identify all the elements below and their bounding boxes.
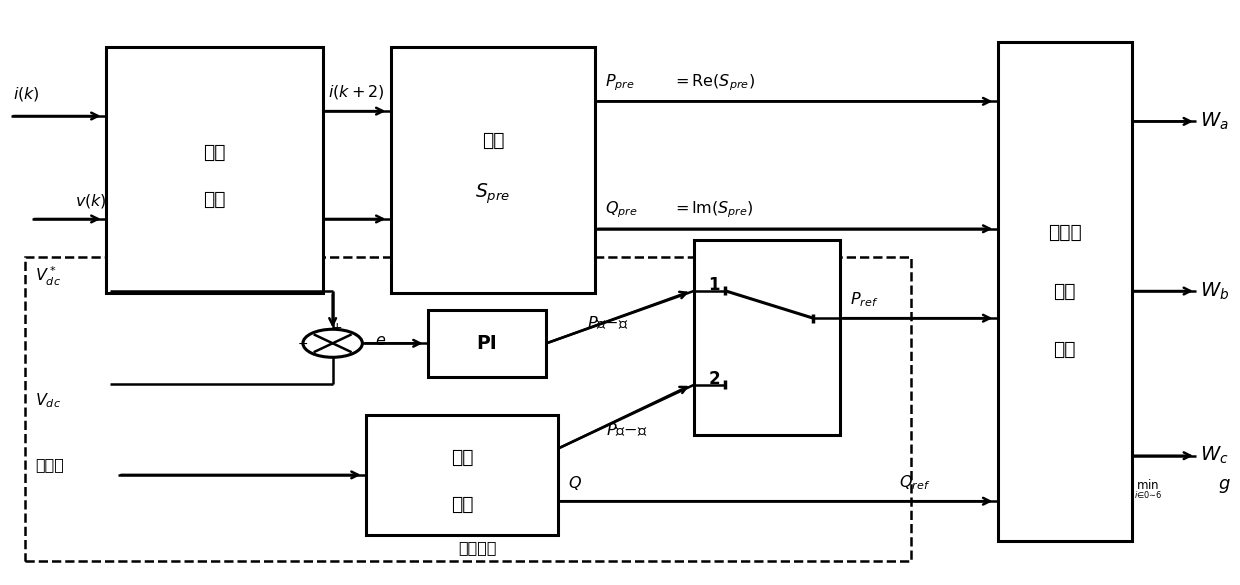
Text: $W_a$: $W_a$ xyxy=(1199,111,1229,132)
Text: 模型: 模型 xyxy=(203,190,226,209)
Text: $i(k+2)$: $i(k+2)$ xyxy=(329,82,386,101)
Text: $v(k)$: $v(k)$ xyxy=(74,192,107,210)
Text: 指令: 指令 xyxy=(451,448,474,467)
Text: $= \mathrm{Im}(S_{pre})$: $= \mathrm{Im}(S_{pre})$ xyxy=(672,199,754,220)
Bar xyxy=(694,240,841,435)
Bar xyxy=(105,47,322,292)
Text: +: + xyxy=(332,321,342,335)
Text: 参考计算: 参考计算 xyxy=(459,540,497,555)
Text: 最小化: 最小化 xyxy=(1048,223,1081,242)
Bar xyxy=(26,257,911,561)
Text: $P_{ref}$: $P_{ref}$ xyxy=(851,291,879,309)
Text: $\min_{i \in 0\sim6}$: $\min_{i \in 0\sim6}$ xyxy=(1135,478,1162,501)
Text: $W_c$: $W_c$ xyxy=(1199,445,1229,466)
Text: −: − xyxy=(298,338,309,351)
Text: $g$: $g$ xyxy=(1218,477,1231,495)
Text: 提取: 提取 xyxy=(451,494,474,514)
Text: $P$交$-$直: $P$交$-$直 xyxy=(587,314,629,331)
Text: $Q_{ref}$: $Q_{ref}$ xyxy=(899,474,930,493)
Text: 参考值: 参考值 xyxy=(36,457,64,472)
Text: $= \mathrm{Re}(S_{pre})$: $= \mathrm{Re}(S_{pre})$ xyxy=(672,72,755,92)
Bar xyxy=(998,42,1132,541)
Text: 目标: 目标 xyxy=(1054,281,1076,301)
Text: $P$直$-$交: $P$直$-$交 xyxy=(605,421,647,438)
Text: $S_{pre}$: $S_{pre}$ xyxy=(475,181,511,205)
Bar xyxy=(391,47,595,292)
Bar xyxy=(428,310,546,377)
Text: 2: 2 xyxy=(708,370,720,388)
Text: $W_b$: $W_b$ xyxy=(1199,280,1229,302)
Text: 1: 1 xyxy=(708,276,720,294)
Text: $Q$: $Q$ xyxy=(568,474,582,493)
Bar xyxy=(366,415,558,535)
Text: 函数: 函数 xyxy=(1054,340,1076,359)
Text: $Q_{pre}$: $Q_{pre}$ xyxy=(605,199,637,220)
Text: $i(k)$: $i(k)$ xyxy=(14,85,40,103)
Text: $P_{pre}$: $P_{pre}$ xyxy=(605,72,635,92)
Text: $e$: $e$ xyxy=(374,333,386,348)
Text: $V^*_{dc}$: $V^*_{dc}$ xyxy=(36,265,62,288)
Text: $V_{dc}$: $V_{dc}$ xyxy=(36,391,62,410)
Text: PI: PI xyxy=(476,334,497,353)
Text: 计算: 计算 xyxy=(482,131,505,150)
Text: 预测: 预测 xyxy=(203,143,226,162)
